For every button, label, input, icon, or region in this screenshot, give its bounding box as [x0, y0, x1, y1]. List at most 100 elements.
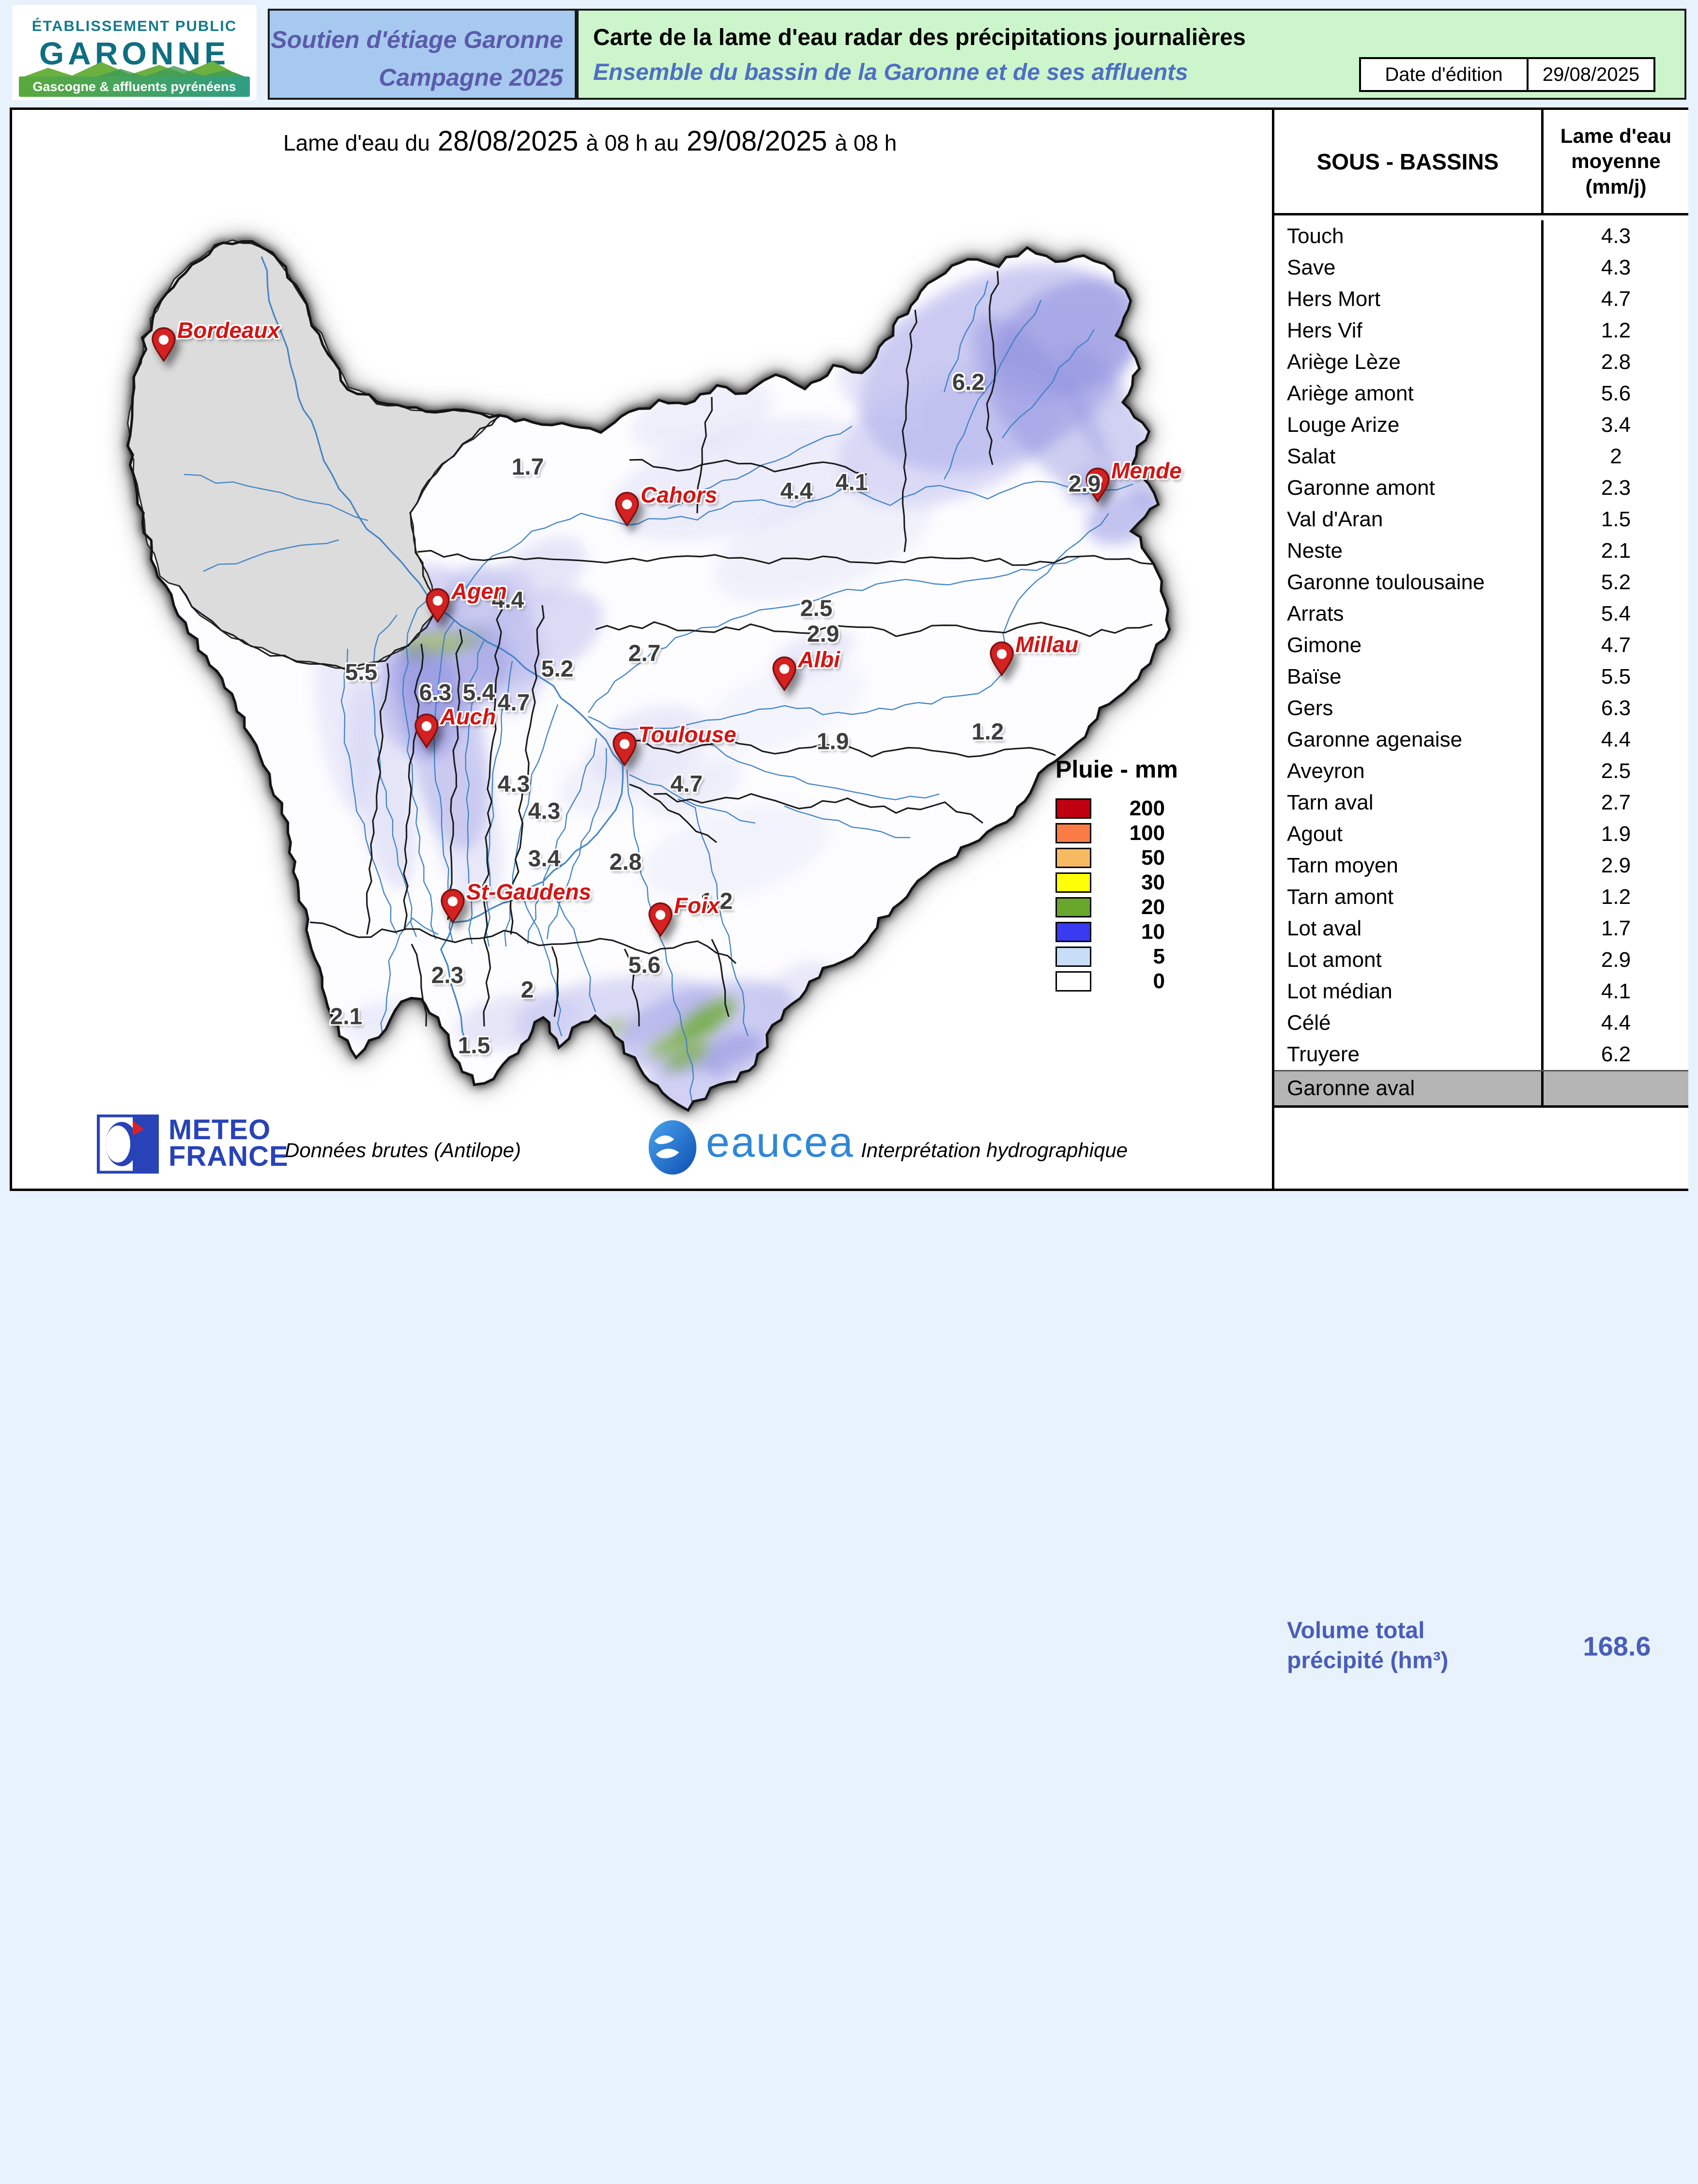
- map-value-ba-se: 5.5: [345, 659, 378, 686]
- meteo-caption: Données brutes (Antilope): [285, 1139, 521, 1161]
- basin-name: Célé: [1287, 1010, 1331, 1035]
- basin-name: Garonne aval: [1287, 1076, 1415, 1100]
- basin-value: 2.9: [1541, 944, 1688, 976]
- table-row: Truyere 6.2: [1274, 1039, 1688, 1070]
- table-header: SOUS - BASSINS Lame d'eau moyenne (mm/j): [1274, 110, 1688, 215]
- basin-value: 4.3: [1541, 252, 1688, 283]
- map-value-salat: 2: [520, 977, 534, 1003]
- legend-value: 5: [1153, 944, 1165, 968]
- basin-name: Salat: [1287, 444, 1336, 468]
- table-row: Arrats 5.4: [1274, 598, 1688, 629]
- campaign-box: Soutien d'étiage Garonne Campagne 2025: [268, 9, 577, 100]
- meteo-word2: FRANCE: [168, 1141, 289, 1173]
- basin-value: 3.4: [1541, 409, 1688, 441]
- sub-basin-borders-layer: [178, 271, 1153, 1027]
- basin-value: 1.2: [1541, 881, 1688, 913]
- map-value-lot-amont: 2.9: [1068, 471, 1101, 497]
- epg-logo-title: GARONNE: [39, 35, 230, 71]
- legend-value: 10: [1141, 919, 1165, 944]
- basin-name: Lot médian: [1287, 979, 1392, 1003]
- basin-value: 2.7: [1541, 787, 1688, 818]
- legend-swatch: [1056, 798, 1091, 819]
- basin-value: 4.3: [1541, 220, 1688, 252]
- map-value-louge-arize: 3.4: [528, 846, 561, 872]
- legend-entry: 30: [1056, 870, 1178, 895]
- table-row: Save 4.3: [1274, 252, 1688, 283]
- legend-swatch: [1056, 971, 1091, 992]
- table-row: Aveyron 2.5: [1274, 755, 1688, 787]
- epg-logo-subtitle: Gascogne & affluents pyrénéens: [32, 79, 236, 94]
- legend-entry: 50: [1056, 845, 1178, 870]
- basin-value: 5.2: [1541, 566, 1688, 598]
- total-volume-label: Volume total précipité (hm³): [1287, 1618, 1449, 1674]
- campaign-line2: Campagne 2025: [379, 63, 563, 91]
- table-row: Ariège amont 5.6: [1274, 378, 1688, 409]
- edition-date-value: 29/08/2025: [1529, 57, 1655, 92]
- legend-value: 100: [1129, 821, 1165, 845]
- basin-name: Gers: [1287, 696, 1333, 720]
- basin-value: 4.1: [1541, 976, 1688, 1007]
- map-title-prefix: Lame d'eau du: [283, 130, 430, 155]
- legend-swatch: [1056, 946, 1091, 967]
- legend-entry: 200: [1056, 796, 1178, 821]
- sub-basins-table: SOUS - BASSINS Lame d'eau moyenne (mm/j)…: [1272, 110, 1688, 1674]
- map-value-garonne-amont: 2.3: [431, 962, 464, 989]
- basin-value: 4.4: [1541, 724, 1688, 755]
- map-value-neste: 2.1: [330, 1004, 363, 1030]
- edition-date-label: Date d'édition: [1359, 57, 1529, 92]
- basin-value-empty: [1541, 1071, 1688, 1105]
- basin-value: 4.7: [1541, 629, 1688, 661]
- map-value-gers: 6.3: [419, 680, 452, 706]
- table-row: Val d'Aran 1.5: [1274, 504, 1688, 535]
- map-value-touch: 4.3: [528, 798, 561, 825]
- table-row: Touch 4.3: [1274, 220, 1688, 252]
- table-row: Ariège Lèze 2.8: [1274, 346, 1688, 378]
- city-label-foix: Foix: [674, 893, 720, 918]
- legend-entry: 10: [1056, 919, 1178, 944]
- basin-name: Lot amont: [1287, 947, 1382, 972]
- basin-value: 2.5: [1541, 755, 1688, 787]
- map-value-hers-mort: 4.7: [670, 771, 703, 797]
- basin-name: Lot aval: [1287, 916, 1362, 940]
- basin-value: 6.3: [1541, 692, 1688, 724]
- table-row: Gers 6.3: [1274, 692, 1688, 724]
- legend-swatch: [1056, 872, 1091, 893]
- basin-name: Garonne agenaise: [1287, 727, 1463, 751]
- legend-value: 50: [1141, 845, 1165, 870]
- basin-value: 2.8: [1541, 346, 1688, 378]
- map-title-date-start: 28/08/2025: [437, 125, 579, 157]
- basin-name: Truyere: [1287, 1042, 1360, 1066]
- city-label-albi: Albi: [798, 647, 840, 672]
- basin-name: Save: [1287, 255, 1336, 279]
- legend-swatch: [1056, 823, 1091, 843]
- basin-value: 4.4: [1541, 1007, 1688, 1039]
- table-row: Baïse 5.5: [1274, 661, 1688, 692]
- map-title-suffix: à 08 h: [835, 130, 897, 155]
- map-value-agout: 1.9: [816, 729, 849, 755]
- basin-map: [126, 239, 1171, 1112]
- map-value-aveyron: 2.5: [800, 596, 833, 622]
- basin-value: 1.7: [1541, 913, 1688, 944]
- city-label-cahors: Cahors: [641, 482, 718, 507]
- city-label-auch: Auch: [440, 704, 496, 729]
- table-row: Garonne toulousaine 5.2: [1274, 566, 1688, 598]
- basin-value: 4.7: [1541, 283, 1688, 315]
- table-row: Hers Vif 1.2: [1274, 315, 1688, 346]
- eaucea-caption: Interprétation hydrographique: [861, 1139, 1128, 1161]
- map-title: Lame d'eau du 28/08/2025 à 08 h au 29/08…: [283, 125, 897, 157]
- map-title-mid: à 08 h au: [586, 130, 679, 155]
- basin-name: Agout: [1287, 822, 1343, 846]
- page-subtitle: Ensemble du bassin de la Garonne et de s…: [593, 60, 1188, 85]
- basin-name: Touch: [1287, 224, 1344, 248]
- total-volume-value: 168.6: [1583, 1631, 1651, 1661]
- epg-logo-line1: ÉTABLISSEMENT PUBLIC: [31, 17, 237, 34]
- basin-name: Arrats: [1287, 601, 1344, 626]
- table-row: Tarn aval 2.7: [1274, 787, 1688, 818]
- map-value-lot-m-dian: 4.1: [835, 470, 868, 496]
- total-volume-section: Volume total précipité (hm³) 168.6: [1274, 1105, 1688, 2184]
- map-value-garonne-agenaise: 4.4: [491, 587, 524, 613]
- basin-value: 5.5: [1541, 661, 1688, 692]
- basin-name: Garonne amont: [1287, 475, 1435, 500]
- table-row: Garonne amont 2.3: [1274, 472, 1688, 504]
- basin-value: 5.6: [1541, 378, 1688, 409]
